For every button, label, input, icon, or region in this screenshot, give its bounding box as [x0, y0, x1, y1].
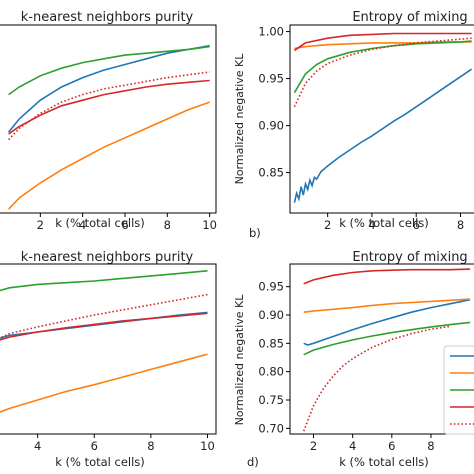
y-tick-label: 0.95: [258, 72, 284, 86]
x-tick-label: 6: [121, 218, 128, 232]
y-tick-label: 0.95: [258, 280, 284, 294]
x-tick-label: 8: [457, 218, 464, 232]
series-line-4: [0, 312, 208, 341]
chart-panel-d: 2 4 6 8 0.70 0.75 0.80 0.85 0.90 0.95 Entropy of m…: [233, 250, 474, 469]
series-line-5: [0, 293, 208, 339]
series-group: [302, 268, 471, 432]
x-tick-label: 4: [368, 218, 375, 232]
x-tick-label: 8: [164, 218, 171, 232]
series-line-2: [303, 298, 471, 313]
x-tick-label: 4: [79, 218, 86, 232]
chart-title: k-nearest neighbors purity: [21, 250, 194, 265]
series-group: [293, 32, 473, 203]
series-line-1: [303, 298, 471, 346]
series-group: [0, 270, 208, 413]
y-tick-label: 0.70: [258, 421, 284, 435]
x-tick-label: 8: [147, 439, 154, 453]
chart-title: k-nearest neighbors purity: [21, 10, 194, 25]
x-axis-label: k (% total cells): [55, 455, 145, 469]
x-tick-label: 4: [349, 439, 356, 453]
series-line-3: [293, 40, 472, 94]
x-tick-label: 2: [324, 218, 331, 232]
y-tick-label: 0.75: [258, 393, 284, 407]
series-line-5: [302, 325, 451, 432]
y-tick-label: 0.90: [258, 119, 284, 133]
panel-label: b): [249, 226, 261, 240]
series-line-2: [0, 353, 208, 413]
x-tick-label: 4: [34, 439, 41, 453]
panel-label: d): [247, 455, 259, 469]
series-group: [7, 44, 210, 210]
chart-panel-c: 4 6 8 10 k-nearest neighbors purity k (% tota…: [0, 250, 217, 469]
series-line-3: [303, 321, 471, 356]
series-line-3: [8, 45, 210, 96]
axes-frame: [289, 263, 474, 435]
chart-panel-b: 2 4 6 8 0.85 0.90 0.95 1.00 Entropy of mixing k (…: [233, 10, 474, 240]
series-line-1: [293, 68, 473, 203]
axes-frame: [0, 263, 217, 435]
chart-title: Entropy of mixing: [352, 250, 467, 265]
series-line-1: [7, 44, 210, 133]
chart-title: Entropy of mixing: [352, 10, 467, 25]
y-axis-label: Normalized negative KL: [233, 294, 246, 426]
series-line-3: [0, 270, 208, 292]
y-axis-label: Normalized negative KL: [233, 53, 246, 185]
series-line-2: [8, 101, 210, 210]
x-axis-label: k (% total cells): [55, 216, 145, 230]
x-tick-label: 10: [200, 439, 215, 453]
series-line-4: [293, 32, 472, 52]
x-tick-label: 2: [37, 218, 44, 232]
y-tick-label: 0.85: [258, 336, 284, 350]
x-tick-label: 8: [427, 439, 434, 453]
y-tick-label: 0.85: [258, 166, 284, 180]
x-tick-label: 10: [202, 218, 217, 232]
x-axis-label: k (% total cells): [339, 455, 429, 469]
x-tick-label: 6: [91, 439, 98, 453]
series-line-5: [293, 37, 472, 108]
y-tick-label: 0.80: [258, 365, 284, 379]
x-axis-label: k (% total cells): [339, 216, 429, 230]
y-tick-label: 1.00: [258, 25, 284, 39]
y-tick-label: 0.90: [258, 308, 284, 322]
x-tick-label: 2: [310, 439, 317, 453]
series-line-4: [8, 79, 210, 135]
x-tick-label: 6: [388, 439, 395, 453]
series-line-4: [303, 268, 471, 285]
axes-frame: [289, 24, 474, 214]
x-tick-label: 6: [413, 218, 420, 232]
chart-panel-a: 2 4 6 8 10 k-nearest neighbors purity k (% tot…: [0, 10, 217, 232]
series-line-5: [8, 71, 210, 141]
axes-frame: [0, 24, 217, 214]
